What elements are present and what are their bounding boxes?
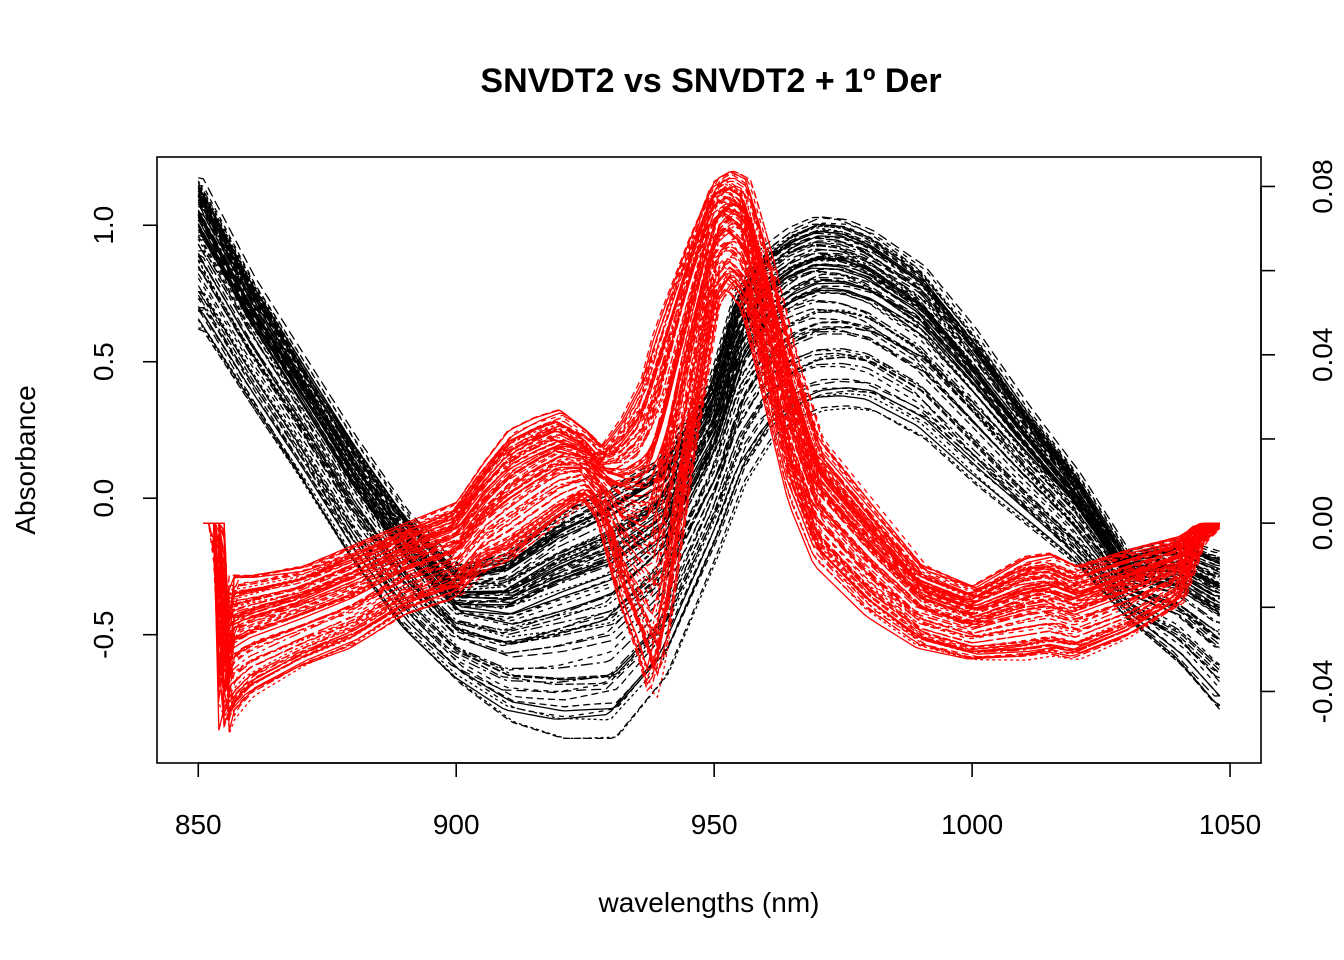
snvdt2-spectrum-line [197, 243, 1221, 626]
snvdt2-spectrum-line [197, 185, 1220, 572]
derivative-spectrum-line [203, 266, 1221, 725]
snvdt2-spectrum-line [197, 180, 1220, 573]
snvdt2-spectrum-line [197, 266, 1220, 643]
derivative-spectrum-line [203, 222, 1220, 671]
derivative-spectrum-line [203, 187, 1220, 650]
derivative-spectrum-line [203, 179, 1220, 638]
x-tick-label: 850 [175, 809, 222, 840]
snvdt2-spectrum-line [197, 259, 1220, 636]
x-axis: 850 900 950 1000 1050 [175, 762, 1261, 840]
x-tick-label: 1050 [1199, 809, 1261, 840]
derivative-spectrum-line [203, 219, 1220, 674]
derivative-spectrum-line [203, 229, 1220, 673]
derivative-spectrum-line [203, 172, 1220, 646]
snvdt2-spectrum-line [198, 239, 1221, 625]
derivative-spectrum-line [203, 272, 1221, 716]
snvdt2-spectrum-line [198, 214, 1221, 599]
y-tick-label: 0.0 [88, 479, 119, 518]
derivative-spectrum-line [203, 203, 1220, 652]
derivative-spectrum-line [203, 273, 1220, 731]
derivative-spectrum-line [203, 224, 1220, 688]
snvdt2-spectrum-line [197, 266, 1221, 654]
snvdt2-spectrum-line [197, 190, 1220, 577]
snvdt2-spectrum-line [197, 226, 1220, 611]
x-axis-label: wavelengths (nm) [598, 887, 820, 918]
derivative-spectrum-line [203, 257, 1220, 695]
derivative-spectrum-line [203, 197, 1220, 651]
derivative-spectrum-line [203, 212, 1220, 672]
y-axis-label: Absorbance [10, 385, 41, 534]
derivative-spectrum-line [203, 279, 1220, 718]
snvdt2-spectrum-line [198, 250, 1221, 644]
derivative-spectrum-line [203, 197, 1220, 642]
snvdt2-spectrum-line [197, 194, 1220, 578]
derivative-spectrum-line [203, 277, 1221, 715]
snvdt2-spectrum-line [197, 213, 1220, 594]
snvdt2-spectrum-line [198, 328, 1221, 740]
derivative-spectrum-line [203, 213, 1220, 656]
snvdt2-spectrum-line [197, 265, 1220, 647]
y-tick-label: 0.5 [88, 342, 119, 381]
derivative-spectrum-line [203, 202, 1220, 664]
snvdt2-spectrum-line [198, 184, 1220, 570]
derivative-spectrum-line [203, 191, 1220, 626]
derivative-spectrum-line [203, 246, 1220, 694]
snvdt2-spectrum-line [198, 217, 1220, 596]
derivative-spectrum-line [203, 207, 1220, 666]
snvdt2-spectrum-line [197, 259, 1221, 645]
snvdt2-spectrum-line [197, 268, 1221, 658]
derivative-spectrum-line [203, 251, 1221, 686]
snvdt2-spectrum-line [198, 309, 1221, 718]
snvdt2-spectrum-line [197, 277, 1221, 671]
derivative-spectrum-line [203, 203, 1220, 669]
derivative-spectrum-line [203, 185, 1220, 630]
derivative-spectrum-line [203, 256, 1221, 693]
snvdt2-spectrum-line [197, 195, 1220, 576]
derivative-spectrum-line [203, 186, 1220, 660]
snvdt2-spectrum-line [197, 285, 1221, 670]
snvdt2-spectrum-line [197, 188, 1220, 580]
snvdt2-spectrum-line [197, 273, 1220, 655]
snvdt2-spectra [197, 177, 1221, 740]
snvdt2-spectrum-line [197, 224, 1220, 600]
derivative-spectrum-line [203, 288, 1220, 729]
derivative-spectrum-line [203, 173, 1220, 635]
y2-tick-label: 0.08 [1307, 159, 1338, 214]
derivative-spectrum-line [203, 260, 1220, 695]
snvdt2-spectrum-line [197, 235, 1220, 620]
derivative-spectrum-line [203, 249, 1220, 696]
x-tick-label: 1000 [941, 809, 1003, 840]
y2-tick-label: 0.04 [1307, 328, 1338, 383]
y-axis-right: -0.04 0.00 0.04 0.08 [1260, 159, 1338, 724]
derivative-spectrum-line [203, 270, 1221, 707]
snvdt2-spectrum-line [197, 219, 1220, 597]
snvdt2-spectrum-line [197, 188, 1220, 572]
y-tick-label: 1.0 [88, 206, 119, 245]
derivative-spectrum-line [203, 269, 1221, 721]
derivative-spectrum-line [203, 241, 1220, 699]
derivative-spectrum-line [203, 279, 1221, 732]
y2-tick-label: 0.00 [1307, 496, 1338, 551]
derivative-spectrum-line [203, 266, 1221, 703]
y-axis-left: -0.5 0.0 0.5 1.0 [88, 206, 158, 659]
y2-tick-label: -0.04 [1307, 660, 1338, 724]
x-tick-label: 900 [433, 809, 480, 840]
derivative-spectra [203, 170, 1221, 735]
derivative-spectrum-line [203, 195, 1220, 632]
derivative-spectrum-line [203, 183, 1220, 652]
snvdt2-spectrum-line [197, 193, 1220, 578]
chart-title: SNVDT2 vs SNVDT2 + 1º Der [480, 62, 941, 100]
y-tick-label: -0.5 [88, 611, 119, 659]
derivative-spectrum-line [203, 289, 1220, 726]
derivative-spectrum-line [203, 171, 1220, 633]
snvdt2-spectrum-line [197, 319, 1221, 721]
x-tick-label: 950 [691, 809, 738, 840]
derivative-spectrum-line [203, 182, 1220, 649]
derivative-spectrum-line [203, 260, 1221, 693]
